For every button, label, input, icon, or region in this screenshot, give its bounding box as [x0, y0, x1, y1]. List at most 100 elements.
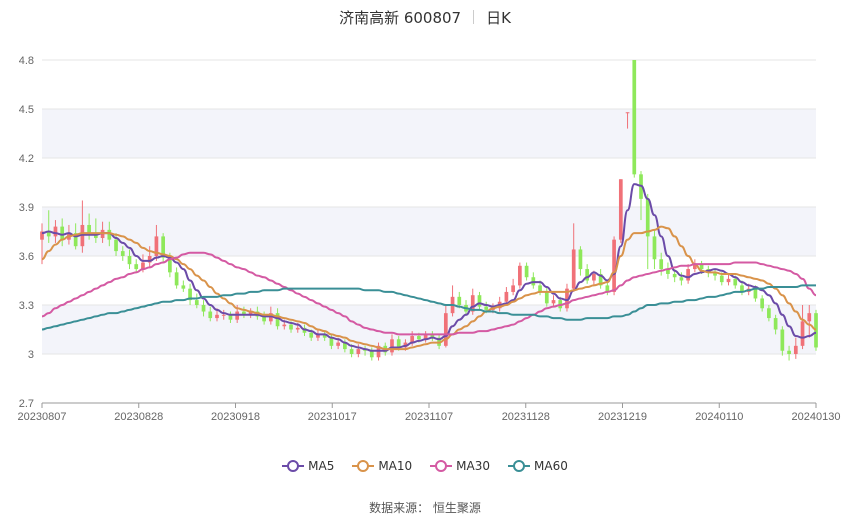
candle-body	[242, 311, 246, 315]
candle-body	[343, 342, 347, 350]
candle-body	[194, 300, 199, 305]
candle-body	[477, 295, 482, 307]
candle-body	[336, 342, 340, 346]
candle-body	[618, 179, 623, 240]
chart-title: 济南高新 600807	[339, 8, 462, 27]
candle-body	[309, 332, 314, 338]
candle	[666, 262, 670, 279]
header-separator	[473, 10, 475, 24]
candle	[780, 326, 785, 356]
legend-item-ma60[interactable]: MA60	[508, 459, 568, 473]
candle	[120, 246, 125, 261]
candle-body	[114, 239, 118, 252]
candle-body	[154, 236, 159, 256]
x-tick-label: 20231128	[502, 411, 550, 423]
candle-body	[208, 311, 213, 319]
candle	[221, 309, 226, 320]
x-tick-label: 20230828	[114, 411, 163, 423]
candle	[457, 291, 462, 309]
candle-body	[659, 259, 664, 270]
candle-body	[73, 233, 78, 247]
candle-body	[329, 337, 334, 346]
candle	[518, 262, 522, 289]
candle	[147, 246, 152, 268]
candle-body	[760, 298, 765, 309]
candle-body	[443, 313, 448, 346]
candle-body	[612, 239, 616, 292]
ma-line-ma30	[41, 251, 817, 336]
candle-body	[147, 256, 152, 263]
candle	[174, 267, 179, 289]
candle-body	[201, 305, 206, 312]
candle-body	[127, 256, 132, 265]
candle-body	[780, 329, 785, 351]
candle	[242, 306, 246, 319]
candle-body	[686, 269, 690, 281]
candle-body	[800, 321, 805, 346]
candle-body	[188, 288, 192, 301]
candle	[154, 224, 159, 261]
candle	[800, 305, 805, 350]
candle	[322, 331, 327, 341]
candle	[134, 259, 139, 273]
candle-body	[87, 224, 91, 234]
candle-body	[40, 231, 44, 240]
candle-body	[518, 265, 522, 286]
candle	[793, 337, 798, 359]
legend-label-ma5: MA5	[308, 459, 335, 473]
candle-body	[423, 334, 428, 340]
candle	[430, 331, 435, 341]
legend-item-ma30[interactable]: MA30	[430, 459, 490, 473]
candle-body	[578, 249, 583, 270]
candle-body	[551, 300, 556, 304]
candle-body	[773, 318, 778, 330]
y-tick-label: 4.2	[19, 153, 34, 165]
candle	[618, 179, 623, 243]
candle	[511, 278, 515, 296]
candle	[201, 300, 206, 317]
candle-body	[410, 336, 415, 343]
candle-body	[262, 316, 266, 322]
candle-body	[713, 272, 717, 276]
candle-body	[430, 334, 435, 338]
candle-body	[726, 278, 731, 283]
candle-body	[369, 350, 374, 358]
candle	[443, 305, 448, 348]
candle-body	[598, 273, 603, 286]
candle-body	[275, 313, 280, 327]
candle-body	[322, 334, 327, 338]
candle-body	[181, 285, 186, 289]
data-source: 数据来源： 恒生聚源	[369, 501, 481, 515]
legend-marker-ma10	[352, 460, 375, 472]
legend-label-ma60: MA60	[534, 459, 568, 473]
candle	[161, 233, 165, 263]
candle-body	[693, 264, 697, 270]
candle	[551, 295, 556, 307]
candle-body	[645, 198, 650, 237]
x-tick-label: 20231107	[405, 411, 453, 423]
grid-band	[42, 109, 816, 158]
candle	[127, 249, 132, 270]
candle-body	[807, 313, 812, 322]
legend-item-ma5[interactable]: MA5	[282, 459, 334, 473]
candle	[578, 246, 583, 276]
candle	[248, 308, 253, 319]
candle-body	[793, 345, 798, 354]
candle-body	[632, 60, 637, 175]
candle-body	[767, 308, 771, 319]
candle	[760, 295, 765, 312]
y-tick-label: 2.7	[19, 398, 34, 410]
candle	[262, 311, 266, 325]
candle-body	[787, 350, 791, 354]
legend-item-ma10[interactable]: MA10	[352, 459, 412, 473]
candle-body	[53, 226, 58, 237]
x-tick-label: 20231017	[308, 411, 357, 423]
candle-body	[470, 295, 475, 312]
y-tick-label: 3.6	[19, 251, 34, 263]
ma-line-ma60	[41, 284, 816, 331]
candle-body	[504, 291, 509, 302]
y-tick-label: 3	[28, 349, 34, 361]
candle	[60, 218, 65, 247]
candle	[773, 314, 778, 335]
